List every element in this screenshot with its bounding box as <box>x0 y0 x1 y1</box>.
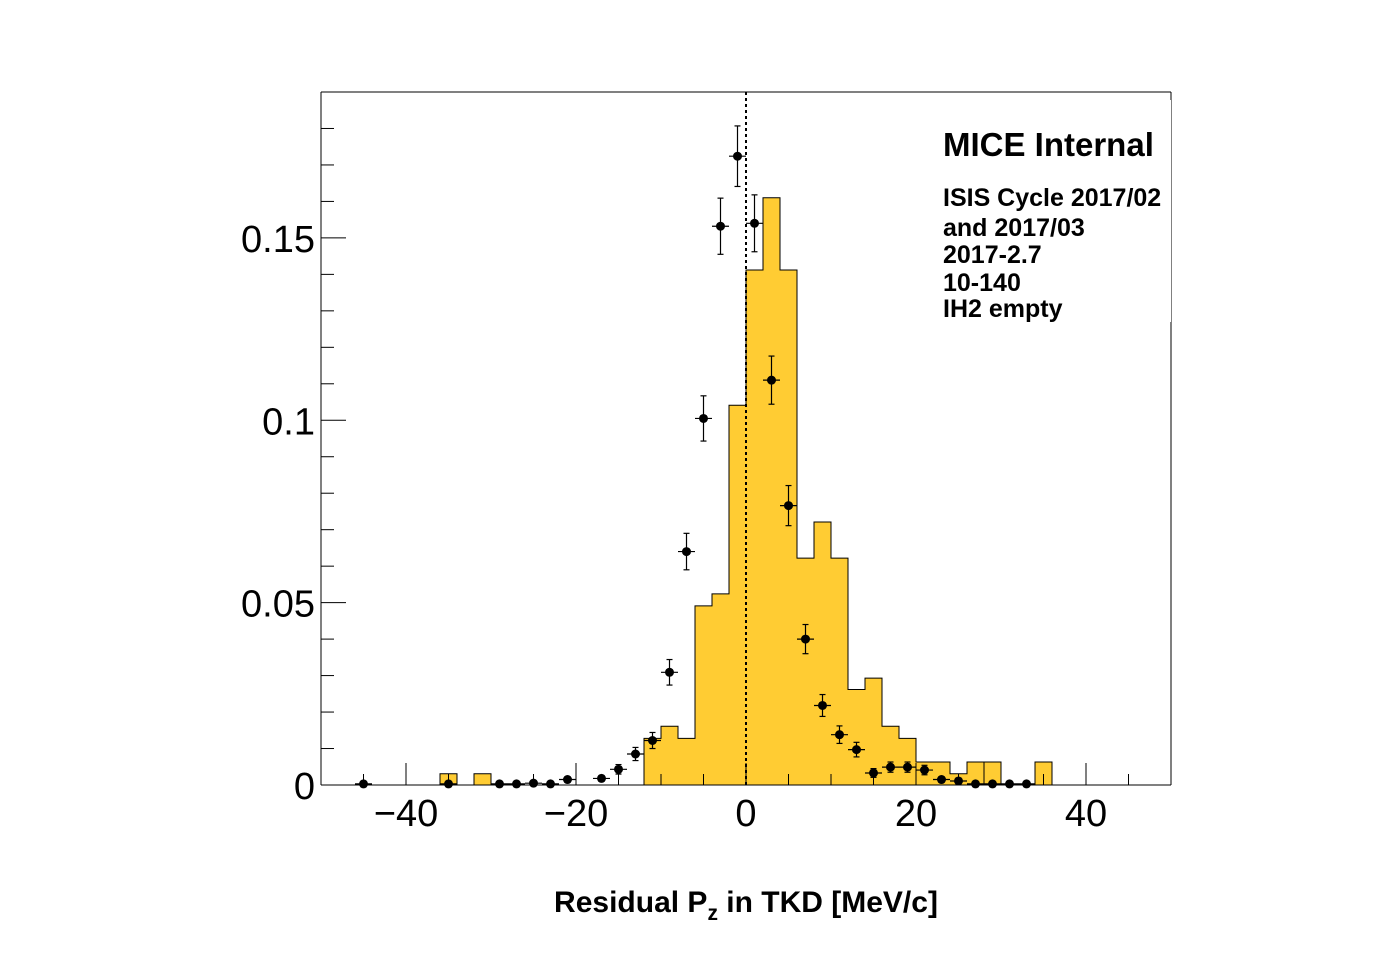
x-axis-label-main: Residual P <box>554 886 707 919</box>
data-point-20 <box>814 693 831 718</box>
y-tick-label: 0 <box>294 766 315 808</box>
data-marker <box>733 151 742 161</box>
legend-line-absorber: IH2 empty <box>943 295 1063 323</box>
data-point-7 <box>593 773 610 783</box>
histogram-bin-22 <box>729 405 746 785</box>
histogram-bin-30 <box>865 678 882 785</box>
data-marker <box>903 762 912 772</box>
data-marker <box>988 779 997 789</box>
data-point-12 <box>678 532 695 571</box>
x-tick-label: 40 <box>1065 793 1107 835</box>
data-marker <box>852 745 861 755</box>
x-axis-label-subscript: z <box>707 902 718 925</box>
legend: MICE Internal ISIS Cycle 2017/02 and 201… <box>928 100 1171 323</box>
axes: −40 −20 0 20 40 0 0.05 0.1 0.15 <box>241 91 1172 835</box>
histogram <box>355 197 1137 786</box>
data-marker <box>937 775 946 785</box>
histogram-bin-17 <box>644 738 661 785</box>
legend-line-cycle-cont: and 2017/03 <box>943 214 1085 242</box>
legend-line-setting: 10-140 <box>943 269 1021 297</box>
data-marker <box>631 749 640 759</box>
data-marker <box>971 779 980 789</box>
data-marker <box>716 221 725 231</box>
histogram-bin-18 <box>661 726 678 785</box>
legend-line-cycle: ISIS Cycle 2017/02 <box>943 184 1161 212</box>
data-marker <box>495 779 504 789</box>
data-point-26 <box>916 764 933 776</box>
data-point-17 <box>763 355 780 405</box>
x-tick-label: 0 <box>735 793 756 835</box>
data-point-13 <box>695 395 712 442</box>
data-point-25 <box>899 761 916 773</box>
data-marker <box>512 779 521 789</box>
data-marker <box>682 547 691 557</box>
histogram-bin-47 <box>474 773 491 785</box>
data-marker <box>1005 779 1014 789</box>
histogram-bin-24 <box>763 197 780 785</box>
x-tick-label: −20 <box>544 793 608 835</box>
y-tick-label: 0.05 <box>241 584 315 626</box>
data-marker <box>546 779 555 789</box>
x-tick-label: 20 <box>895 793 937 835</box>
data-marker <box>801 634 810 644</box>
data-marker <box>665 667 674 677</box>
y-tick-label: 0.1 <box>262 401 315 443</box>
histogram-bin-19 <box>678 738 695 785</box>
data-marker <box>886 762 895 772</box>
data-marker <box>750 218 759 228</box>
legend-line-version: 2017-2.7 <box>943 241 1042 269</box>
legend-box <box>928 100 1171 322</box>
histogram-bin-49 <box>984 762 1001 785</box>
data-point-14 <box>712 197 729 255</box>
histogram-bin-40 <box>1035 762 1052 785</box>
data-marker <box>818 700 827 710</box>
data-point-21 <box>831 725 848 745</box>
histogram-bin-29 <box>848 689 865 785</box>
data-point-16 <box>746 194 763 253</box>
data-point-22 <box>848 741 865 758</box>
histogram-bin-25 <box>780 269 797 785</box>
data-marker <box>784 501 793 511</box>
x-axis-label-rest: in TKD [MeV/c] <box>718 886 938 919</box>
data-point-18 <box>780 484 797 527</box>
data-point-23 <box>865 767 882 778</box>
data-marker <box>648 736 657 746</box>
histogram-bin-21 <box>712 593 729 785</box>
data-point-27 <box>933 775 950 785</box>
data-point-6 <box>559 775 576 785</box>
data-point-29 <box>967 779 984 789</box>
histogram-bin-36 <box>967 762 984 785</box>
data-marker <box>869 768 878 778</box>
histogram-bin-23 <box>746 269 763 785</box>
legend-title: MICE Internal <box>943 126 1154 163</box>
histogram-bin-28 <box>831 558 848 785</box>
data-marker <box>920 765 929 775</box>
histogram-bin-26 <box>797 558 814 785</box>
x-tick-label: −40 <box>374 793 438 835</box>
data-marker <box>563 775 572 785</box>
data-point-9 <box>627 746 644 762</box>
data-point-11 <box>661 658 678 686</box>
data-marker <box>597 773 606 783</box>
histogram-bin-20 <box>695 605 712 785</box>
data-marker <box>614 764 623 774</box>
data-point-19 <box>797 623 814 655</box>
x-axis-label: Residual Pz in TKD [MeV/c] <box>554 886 938 925</box>
data-point-15 <box>729 125 746 188</box>
data-marker <box>767 375 776 385</box>
histogram-bin-31 <box>882 726 899 785</box>
y-tick-label: 0.15 <box>241 219 315 261</box>
data-marker <box>699 413 708 423</box>
data-points <box>355 125 1035 789</box>
histogram-bin-27 <box>814 522 831 785</box>
data-marker <box>835 730 844 740</box>
data-marker <box>1022 779 1031 789</box>
data-point-24 <box>882 761 899 773</box>
data-point-10 <box>644 731 661 750</box>
